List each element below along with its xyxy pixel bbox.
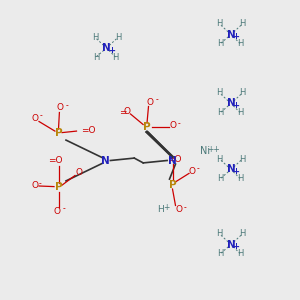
Text: =O: =O	[48, 156, 63, 165]
Text: H: H	[115, 33, 121, 42]
Text: P: P	[55, 128, 62, 139]
Text: +: +	[232, 32, 240, 41]
Text: H: H	[217, 174, 224, 183]
Text: +: +	[232, 101, 240, 110]
Text: H: H	[237, 174, 243, 183]
Text: -: -	[38, 179, 41, 188]
Text: H: H	[239, 88, 246, 98]
Text: H: H	[216, 154, 223, 164]
Text: H: H	[239, 230, 246, 238]
Text: N: N	[168, 155, 177, 166]
Text: -: -	[39, 112, 42, 121]
Text: H: H	[237, 39, 243, 48]
Text: N: N	[226, 29, 236, 40]
Text: -: -	[178, 119, 181, 128]
Text: N: N	[226, 239, 236, 250]
Text: P: P	[55, 182, 62, 193]
Text: =O: =O	[167, 154, 181, 164]
Text: P: P	[143, 122, 151, 133]
Text: -: -	[183, 203, 186, 212]
Text: N: N	[100, 155, 109, 166]
Text: H: H	[217, 39, 224, 48]
Text: =: =	[119, 109, 127, 118]
Text: O: O	[188, 167, 196, 176]
Text: N: N	[226, 164, 236, 175]
Text: H: H	[237, 108, 243, 117]
Text: H: H	[217, 249, 224, 258]
Text: -: -	[155, 95, 158, 104]
Text: P: P	[169, 179, 176, 190]
Text: =O: =O	[81, 126, 95, 135]
Text: H: H	[92, 33, 98, 42]
Text: H: H	[216, 230, 223, 238]
Text: +: +	[108, 46, 115, 55]
Text: O: O	[31, 114, 38, 123]
Text: O: O	[146, 98, 154, 106]
Text: ++: ++	[208, 145, 220, 154]
Text: H: H	[239, 154, 246, 164]
Text: N: N	[226, 98, 236, 109]
Text: H: H	[239, 20, 246, 28]
Text: +: +	[232, 242, 240, 251]
Text: O: O	[56, 103, 64, 112]
Text: O: O	[124, 106, 131, 116]
Text: N: N	[102, 43, 111, 53]
Text: -: -	[196, 164, 200, 173]
Text: H: H	[157, 206, 164, 214]
Text: H: H	[217, 108, 224, 117]
Text: H: H	[216, 88, 223, 98]
Text: H: H	[93, 52, 99, 62]
Text: O: O	[169, 122, 176, 130]
Text: O: O	[31, 182, 38, 190]
Text: H: H	[216, 20, 223, 28]
Text: O: O	[76, 168, 83, 177]
Text: -: -	[65, 101, 68, 110]
Text: -: -	[62, 205, 65, 214]
Text: Ni: Ni	[200, 146, 211, 157]
Text: +: +	[163, 203, 169, 212]
Text: O: O	[175, 206, 182, 214]
Text: O: O	[53, 207, 61, 216]
Text: H: H	[237, 249, 243, 258]
Text: +: +	[232, 167, 240, 176]
Text: H: H	[112, 52, 119, 62]
